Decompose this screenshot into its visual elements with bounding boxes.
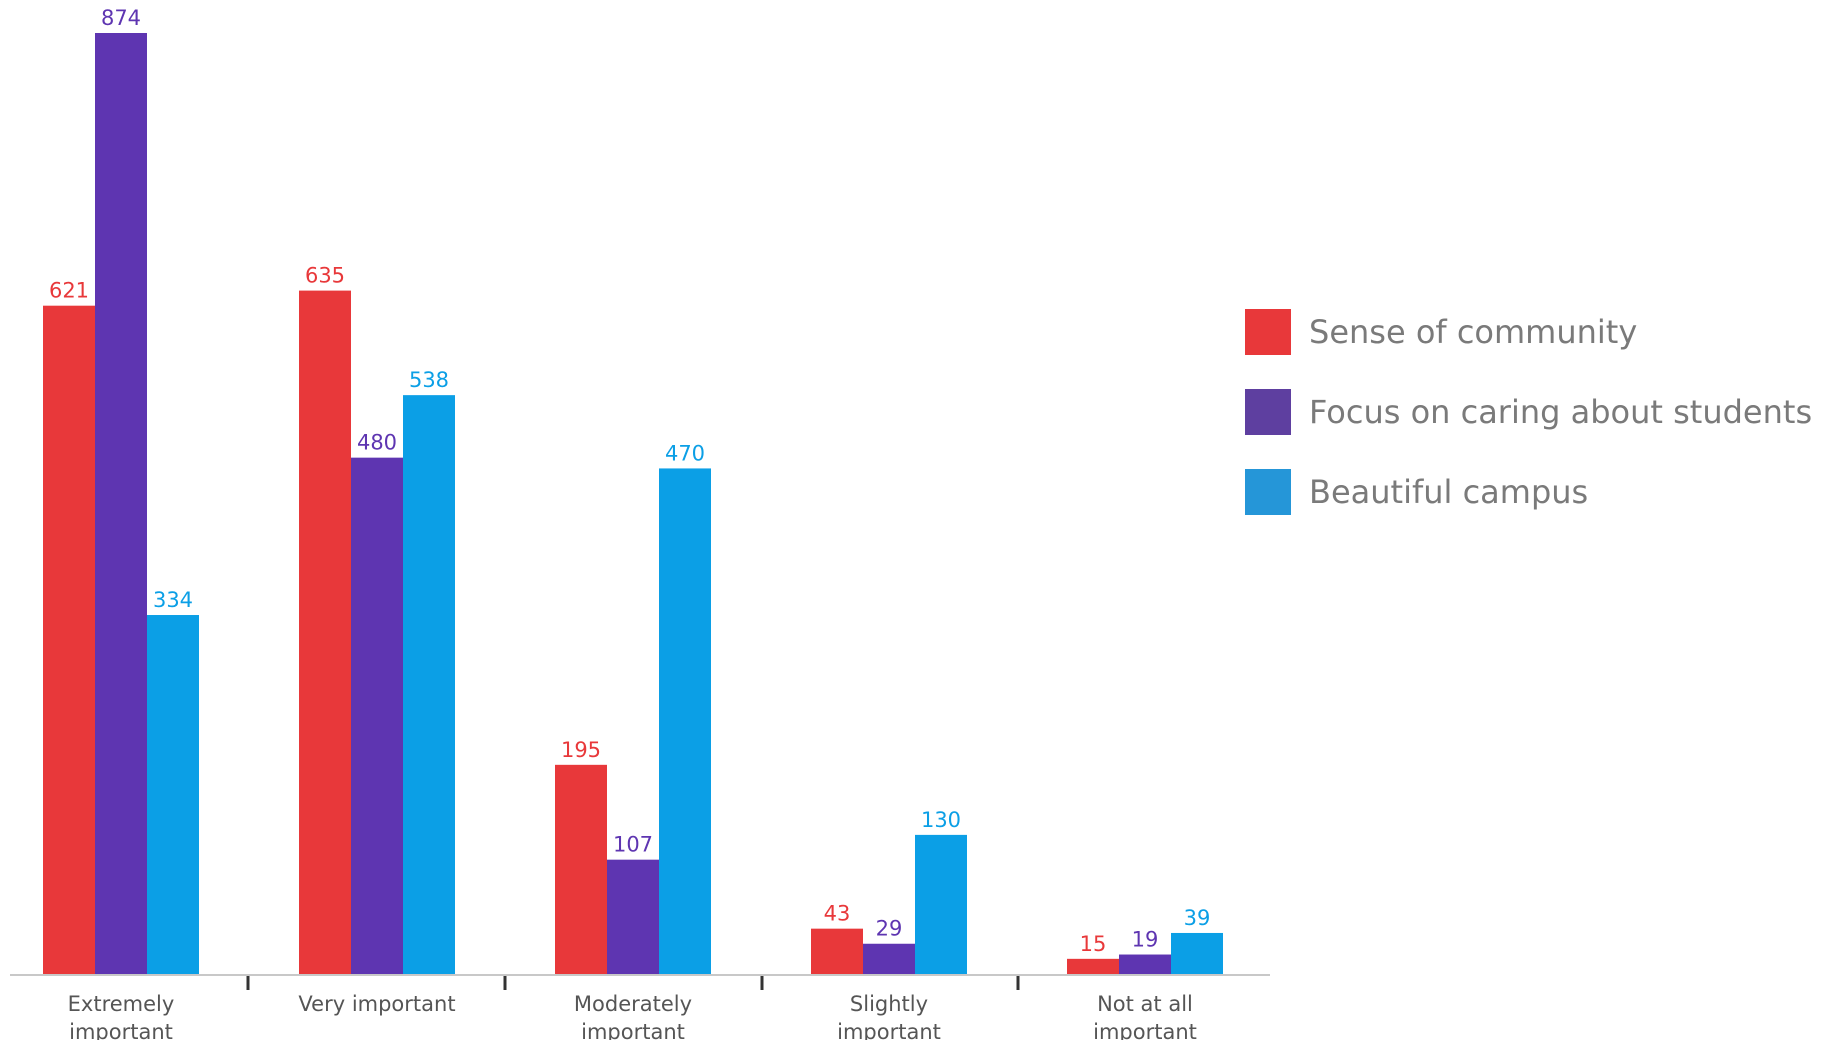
category-labels: Extremely important Very important Moderate… [68,992,1197,1040]
x-tick-label: Very important [298,992,455,1016]
data-label: 19 [1132,928,1159,952]
bar-focus-on-caring-about-students-3 [863,943,915,975]
legend-label: Sense of community [1309,313,1637,351]
legend-swatch [1245,389,1291,435]
bar-sense-of-community-1 [299,290,351,975]
bar-sense-of-community-2 [555,764,607,975]
bar-sense-of-community-4 [1067,958,1119,975]
data-label: 621 [49,279,89,303]
data-label: 874 [101,6,141,30]
bars [43,33,1223,976]
bar-beautiful-campus-0 [147,615,199,975]
data-label: 130 [921,808,961,832]
bar-beautiful-campus-3 [915,834,967,975]
data-label: 334 [153,588,193,612]
bar-focus-on-caring-about-students-4 [1119,954,1171,975]
x-tick-label: Not at all important [1093,992,1197,1040]
x-tick-label: Slightly important [837,992,941,1040]
x-tick-label: Moderately important [574,992,692,1040]
bar-beautiful-campus-4 [1171,932,1223,975]
legend-swatch [1245,309,1291,355]
data-label: 107 [613,833,653,857]
x-axis [10,974,1270,990]
legend-label: Beautiful campus [1309,473,1588,511]
data-label: 470 [665,441,705,465]
value-labels: 621 874 334 635 480 538 195 107 470 43 29 130 15 19 39 [49,6,1210,956]
bar-beautiful-campus-2 [659,468,711,975]
bar-focus-on-caring-about-students-1 [351,457,403,976]
data-label: 29 [876,917,903,941]
bar-focus-on-caring-about-students-2 [607,859,659,975]
data-label: 15 [1080,932,1107,956]
legend-label: Focus on caring about students [1309,393,1812,431]
bar-sense-of-community-0 [43,305,95,975]
bar-focus-on-caring-about-students-0 [95,33,147,975]
data-label: 43 [824,902,851,926]
data-label: 538 [409,368,449,392]
data-label: 480 [357,431,397,455]
x-tick-label: Extremely important [68,992,175,1040]
bar-sense-of-community-3 [811,928,863,975]
data-label: 39 [1184,906,1211,930]
bar-beautiful-campus-1 [403,395,455,976]
data-label: 635 [305,264,345,288]
data-label: 195 [561,738,601,762]
legend-swatch [1245,469,1291,515]
legend: Sense of community Focus on caring about … [1245,309,1812,515]
